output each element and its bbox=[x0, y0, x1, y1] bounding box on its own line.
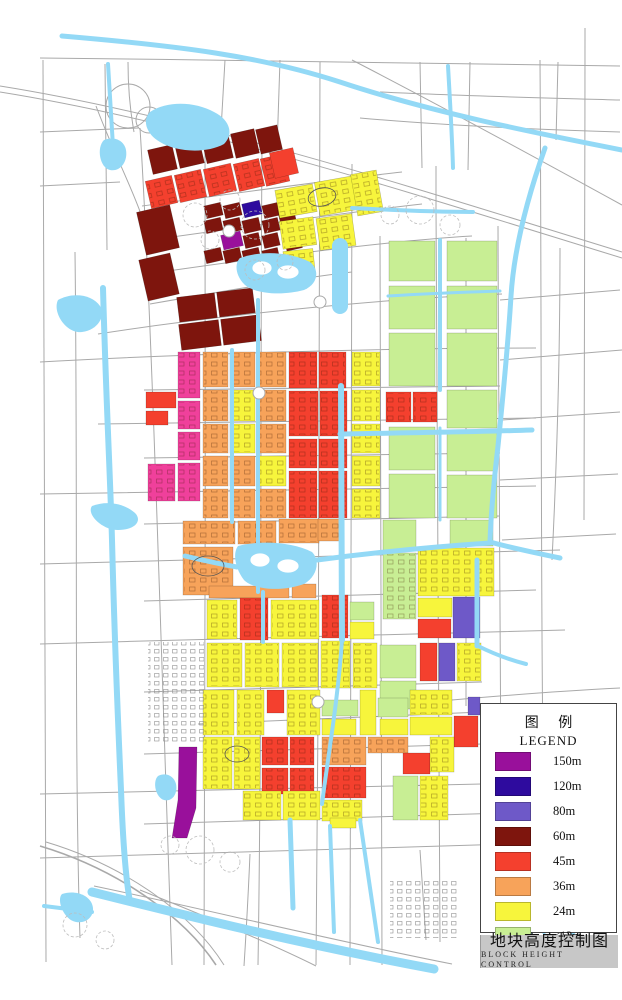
legend-label: 24m bbox=[553, 904, 576, 918]
legend-swatch-24m bbox=[495, 902, 531, 921]
legend-swatch-45m bbox=[495, 852, 531, 871]
legend-title-cn: 图 例 bbox=[524, 716, 581, 731]
legend-swatch-60m bbox=[495, 827, 531, 846]
legend-item: 80m bbox=[481, 799, 616, 824]
legend-item: 120m bbox=[481, 774, 616, 799]
legend-item: 24m bbox=[481, 899, 616, 924]
legend-label: 60m bbox=[553, 829, 576, 843]
legend-label: 150m bbox=[553, 754, 582, 768]
water-canals bbox=[42, 33, 622, 974]
legend-label: 80m bbox=[553, 804, 576, 818]
legend-swatch-36m bbox=[495, 877, 531, 896]
legend-item: 36m bbox=[481, 874, 616, 899]
map-decorations bbox=[62, 187, 461, 950]
legend-label: 120m bbox=[553, 779, 582, 793]
existing-village-texture bbox=[148, 642, 460, 938]
legend-label: 36m bbox=[553, 879, 576, 893]
map-title-bar: 地块高度控制图 BLOCK HEIGHT CONTROL bbox=[480, 933, 618, 969]
map-title-en: BLOCK HEIGHT CONTROL bbox=[481, 950, 564, 969]
legend-swatch-80m bbox=[495, 802, 531, 821]
legend-swatch-150m bbox=[495, 752, 531, 771]
legend-item: 60m bbox=[481, 824, 616, 849]
height-zone-blocks bbox=[136, 124, 498, 839]
map-title-cn: 地块高度控制图 bbox=[489, 933, 609, 950]
legend-item: 150m bbox=[481, 749, 616, 774]
legend-title-en: LEGEND bbox=[519, 733, 578, 748]
legend-swatch-120m bbox=[495, 777, 531, 796]
legend-label: 45m bbox=[553, 854, 576, 868]
legend-item: 45m bbox=[481, 849, 616, 874]
